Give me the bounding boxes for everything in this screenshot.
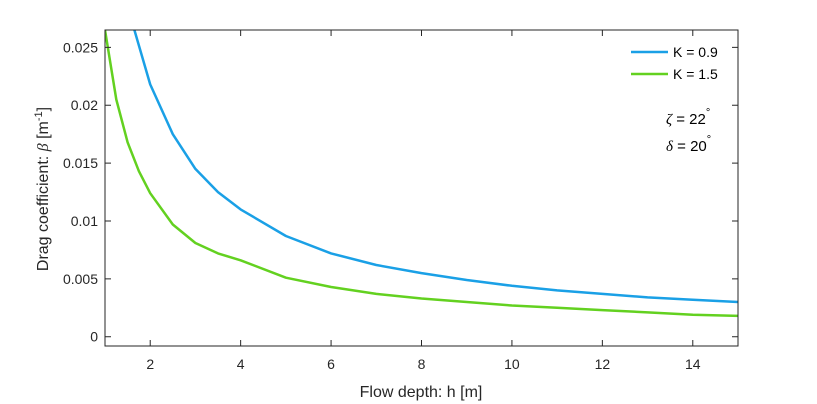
- x-tick-label: 6: [327, 356, 335, 372]
- delta-annotation: δ = 20°: [666, 134, 711, 155]
- legend: K = 0.9 K = 1.5: [624, 40, 730, 86]
- zeta-symbol: ζ: [666, 112, 673, 128]
- y-tick-label: 0.01: [71, 213, 98, 229]
- zeta-degree: °: [706, 107, 710, 119]
- legend-box: [624, 40, 730, 86]
- x-axis-label: Flow depth: h [m]: [360, 384, 483, 401]
- y-axis-label: Drag coefficient: β [m-1]: [33, 107, 52, 271]
- x-tick-label: 2: [146, 356, 154, 372]
- x-ticks: 2 4 6 8 10 12 14: [146, 30, 701, 372]
- y-axis-label-exponent: -1: [33, 111, 45, 121]
- series-line-k15: [105, 30, 738, 318]
- y-tick-label: 0.015: [63, 155, 98, 171]
- delta-symbol: δ: [666, 139, 674, 155]
- y-tick-label: 0.02: [71, 97, 98, 113]
- x-tick-label: 4: [237, 356, 245, 372]
- zeta-annotation: ζ = 22°: [666, 107, 710, 128]
- legend-label-k15: K = 1.5: [673, 66, 718, 82]
- y-axis-label-prefix: Drag coefficient:: [35, 151, 52, 271]
- zeta-value: = 22: [672, 111, 706, 128]
- y-tick-label: 0.005: [63, 271, 98, 287]
- x-tick-label: 10: [504, 356, 520, 372]
- y-axis-label-symbol: β: [35, 143, 52, 152]
- y-tick-label: 0.025: [63, 39, 98, 55]
- delta-value: = 20: [673, 138, 707, 155]
- y-tick-label: 0: [90, 329, 98, 345]
- x-tick-label: 12: [595, 356, 611, 372]
- y-axis-label-close: ]: [35, 107, 52, 111]
- x-tick-label: 8: [418, 356, 426, 372]
- y-axis-label-unit: [m: [35, 121, 52, 143]
- delta-degree: °: [707, 134, 711, 146]
- legend-label-k09: K = 0.9: [673, 44, 718, 60]
- series-layer: [105, 30, 738, 318]
- series-line-k09: [133, 30, 738, 304]
- y-ticks: 0 0.005 0.01 0.015 0.02 0.025: [63, 39, 738, 345]
- x-tick-label: 14: [685, 356, 701, 372]
